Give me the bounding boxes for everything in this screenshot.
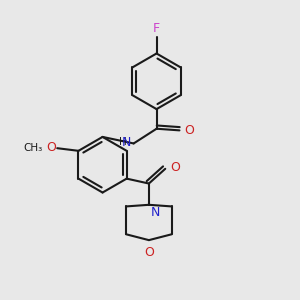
Text: CH₃: CH₃ xyxy=(23,142,43,152)
Text: O: O xyxy=(184,124,194,137)
Text: H: H xyxy=(119,137,126,148)
Text: N: N xyxy=(151,206,160,219)
Text: O: O xyxy=(46,141,56,154)
Text: F: F xyxy=(153,22,160,34)
Text: N: N xyxy=(122,136,131,149)
Text: O: O xyxy=(170,161,180,174)
Text: O: O xyxy=(144,246,154,259)
